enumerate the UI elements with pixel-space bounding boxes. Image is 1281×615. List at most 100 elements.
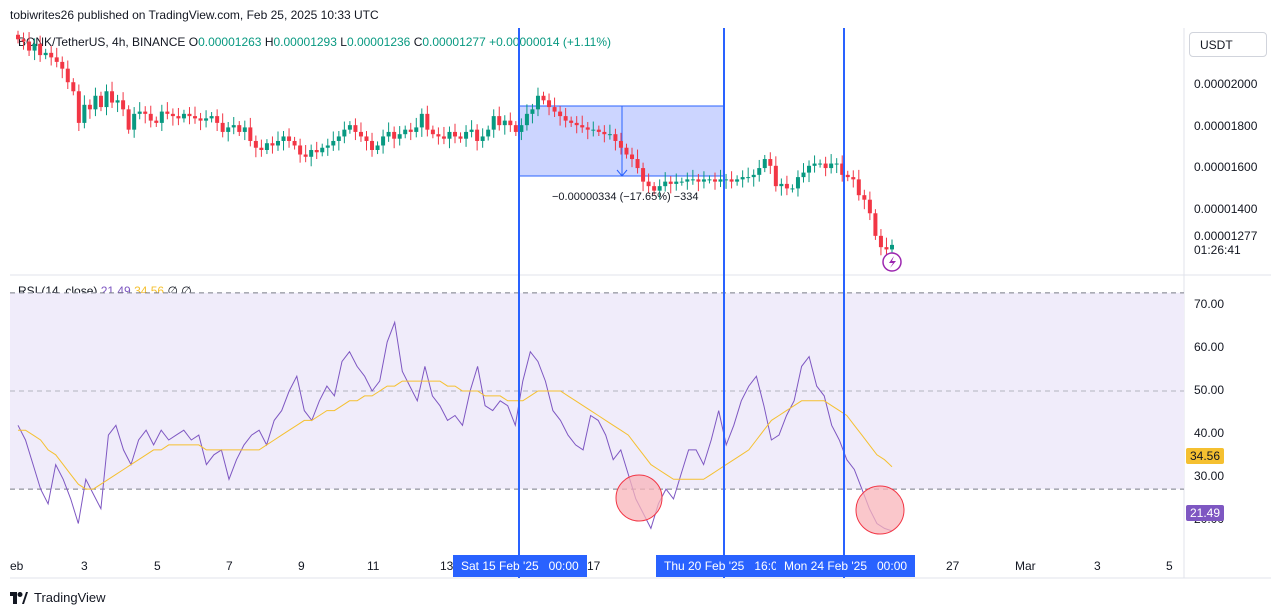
- date-tick: 3: [81, 559, 88, 573]
- close-label: C: [413, 35, 423, 49]
- candle-body: [441, 136, 446, 139]
- candle-body: [403, 129, 408, 135]
- candle-body: [873, 213, 878, 236]
- date-tick: Mar: [1015, 559, 1036, 573]
- candle-body: [563, 116, 568, 121]
- candle-body: [701, 179, 706, 182]
- candle-body: [76, 91, 81, 123]
- publisher-caption: tobiwrites26 published on TradingView.co…: [10, 8, 379, 22]
- candle-body: [696, 179, 701, 182]
- rsi-lines-group: [17, 320, 893, 532]
- candle-body: [497, 116, 502, 126]
- date-tick: 3: [1094, 559, 1101, 573]
- candle-body: [530, 109, 535, 114]
- candle-body: [613, 134, 618, 141]
- footer-brand[interactable]: TradingView: [34, 590, 106, 605]
- price-tick: 0.00002000: [1194, 77, 1258, 91]
- candle-body: [87, 104, 92, 110]
- candle-body: [829, 163, 834, 169]
- candle-body: [381, 136, 386, 146]
- highlight-date-1: Sat 15 Feb '25 00:00: [453, 555, 587, 577]
- candle-body: [486, 129, 491, 137]
- candle-body: [674, 181, 679, 184]
- candle-body: [784, 183, 789, 189]
- candle-body: [187, 113, 192, 117]
- candle-body: [524, 113, 529, 126]
- lightning-icon[interactable]: [882, 252, 902, 272]
- candle-body: [342, 129, 347, 137]
- rsi-tick: 50.00: [1194, 383, 1225, 397]
- candle-body: [181, 113, 186, 119]
- rsi-tick: 40.00: [1194, 426, 1225, 440]
- candle-body: [287, 136, 292, 141]
- candle-body: [884, 247, 889, 250]
- candle-body: [480, 136, 485, 141]
- rsi-tick: 30.00: [1194, 469, 1225, 483]
- candle-body: [641, 168, 646, 182]
- candle-body: [226, 127, 231, 132]
- candle-body: [453, 131, 457, 137]
- candle-body: [49, 52, 54, 58]
- candle-body: [253, 140, 258, 148]
- candle-body: [469, 129, 474, 132]
- rsi-axis-badge: 21.49: [1186, 505, 1225, 521]
- candle-body: [790, 188, 795, 190]
- candle-body: [834, 163, 839, 165]
- candle-body: [513, 125, 518, 132]
- candle-body: [856, 179, 861, 196]
- open-value: 0.00001263: [198, 35, 262, 49]
- candle-body: [386, 131, 391, 137]
- candle-body: [358, 131, 363, 137]
- candle-body: [685, 179, 690, 182]
- candle-body: [491, 116, 496, 130]
- candle-body: [242, 127, 247, 132]
- candle-body: [375, 145, 380, 150]
- candle-body: [502, 120, 507, 126]
- candle-body: [148, 113, 153, 121]
- candle-body: [845, 174, 850, 178]
- high-label: H: [264, 35, 274, 49]
- candle-body: [65, 68, 70, 83]
- candle-body: [464, 131, 469, 139]
- candle-body: [93, 95, 98, 110]
- highlight-date-2: Thu 20 Feb '25 16:0: [656, 555, 786, 577]
- candle-body: [596, 129, 601, 132]
- candle-body: [370, 140, 375, 150]
- candle-body: [862, 195, 867, 200]
- candle-body: [840, 163, 845, 175]
- symbol-label[interactable]: BONK/TetherUS, 4h, BINANCE: [18, 35, 186, 49]
- candle-body: [38, 43, 43, 56]
- date-tick: 5: [154, 559, 161, 573]
- rsi-line: [17, 320, 893, 532]
- candle-body: [580, 125, 585, 128]
- candle-body: [264, 143, 269, 150]
- candle-body: [773, 165, 778, 187]
- candle-body: [220, 122, 225, 132]
- candle-body: [757, 168, 762, 175]
- candle-body: [602, 131, 607, 135]
- candle-body: [425, 113, 430, 130]
- candle-body: [751, 174, 756, 178]
- candle-body: [574, 122, 579, 126]
- highlight-date-3: Mon 24 Feb '25 00:00: [776, 555, 916, 577]
- measure-arrow-head: [616, 169, 628, 177]
- candle-body: [558, 111, 563, 117]
- tradingview-logo-icon: [10, 591, 28, 604]
- candle-body: [795, 177, 800, 189]
- candle-body: [547, 100, 552, 108]
- candle-body: [215, 116, 220, 123]
- candles-group: [16, 30, 894, 259]
- last-price-label: 0.00001277: [1194, 229, 1258, 243]
- candle-body: [430, 129, 435, 135]
- candle-body: [364, 136, 369, 141]
- candle-body: [198, 118, 203, 121]
- rsi-tick: 60.00: [1194, 340, 1225, 354]
- bar-countdown: 01:26:41: [1194, 243, 1241, 257]
- currency-button[interactable]: USDT: [1189, 32, 1267, 57]
- footer: TradingView: [10, 590, 106, 605]
- rsi-ma-line: [18, 380, 893, 490]
- candle-body: [414, 127, 419, 132]
- candle-body: [818, 163, 823, 165]
- rsi-extra-1: ∅: [167, 284, 178, 298]
